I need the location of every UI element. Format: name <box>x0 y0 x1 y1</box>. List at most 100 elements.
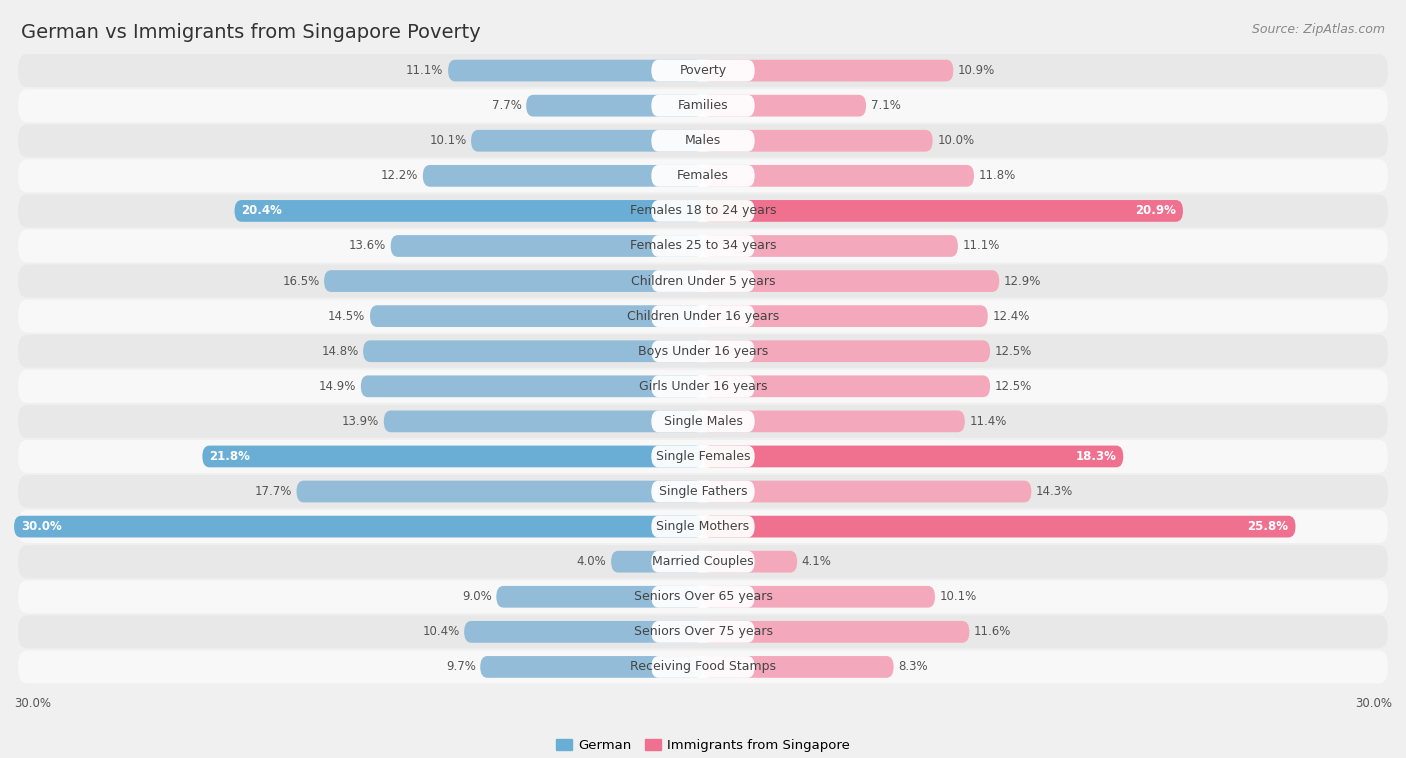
Text: 12.5%: 12.5% <box>994 380 1032 393</box>
Text: 30.0%: 30.0% <box>14 697 51 710</box>
Text: Boys Under 16 years: Boys Under 16 years <box>638 345 768 358</box>
Text: 7.1%: 7.1% <box>870 99 900 112</box>
Text: Poverty: Poverty <box>679 64 727 77</box>
Text: 9.0%: 9.0% <box>463 590 492 603</box>
FancyBboxPatch shape <box>18 545 1388 578</box>
FancyBboxPatch shape <box>18 475 1388 508</box>
FancyBboxPatch shape <box>703 586 935 608</box>
Text: Single Males: Single Males <box>664 415 742 428</box>
Text: 4.0%: 4.0% <box>576 555 606 568</box>
Text: 20.9%: 20.9% <box>1135 205 1175 218</box>
FancyBboxPatch shape <box>18 194 1388 227</box>
Text: Females 18 to 24 years: Females 18 to 24 years <box>630 205 776 218</box>
Text: 30.0%: 30.0% <box>21 520 62 533</box>
FancyBboxPatch shape <box>496 586 703 608</box>
Text: 11.4%: 11.4% <box>969 415 1007 428</box>
Text: 10.9%: 10.9% <box>957 64 995 77</box>
FancyBboxPatch shape <box>18 370 1388 402</box>
Text: Males: Males <box>685 134 721 147</box>
Text: 14.9%: 14.9% <box>319 380 356 393</box>
FancyBboxPatch shape <box>18 615 1388 648</box>
Text: 14.5%: 14.5% <box>328 309 366 323</box>
Text: 21.8%: 21.8% <box>209 450 250 463</box>
FancyBboxPatch shape <box>423 165 703 186</box>
FancyBboxPatch shape <box>18 159 1388 193</box>
FancyBboxPatch shape <box>651 446 755 468</box>
Text: Receiving Food Stamps: Receiving Food Stamps <box>630 660 776 673</box>
Text: Single Females: Single Females <box>655 450 751 463</box>
FancyBboxPatch shape <box>651 95 755 117</box>
Text: 12.2%: 12.2% <box>381 169 418 183</box>
Text: Single Fathers: Single Fathers <box>659 485 747 498</box>
FancyBboxPatch shape <box>18 650 1388 684</box>
FancyBboxPatch shape <box>325 270 703 292</box>
FancyBboxPatch shape <box>449 60 703 81</box>
FancyBboxPatch shape <box>703 165 974 186</box>
FancyBboxPatch shape <box>235 200 703 222</box>
Text: Girls Under 16 years: Girls Under 16 years <box>638 380 768 393</box>
Text: 30.0%: 30.0% <box>1355 697 1392 710</box>
FancyBboxPatch shape <box>703 411 965 432</box>
Text: Females 25 to 34 years: Females 25 to 34 years <box>630 240 776 252</box>
Text: 10.4%: 10.4% <box>422 625 460 638</box>
Text: 8.3%: 8.3% <box>898 660 928 673</box>
FancyBboxPatch shape <box>18 405 1388 438</box>
FancyBboxPatch shape <box>703 375 990 397</box>
FancyBboxPatch shape <box>384 411 703 432</box>
FancyBboxPatch shape <box>18 335 1388 368</box>
Text: 4.1%: 4.1% <box>801 555 831 568</box>
Text: 14.3%: 14.3% <box>1036 485 1073 498</box>
FancyBboxPatch shape <box>703 235 957 257</box>
FancyBboxPatch shape <box>202 446 703 468</box>
FancyBboxPatch shape <box>297 481 703 503</box>
FancyBboxPatch shape <box>651 270 755 292</box>
FancyBboxPatch shape <box>651 130 755 152</box>
FancyBboxPatch shape <box>651 411 755 432</box>
FancyBboxPatch shape <box>391 235 703 257</box>
Text: 25.8%: 25.8% <box>1247 520 1289 533</box>
FancyBboxPatch shape <box>18 510 1388 543</box>
FancyBboxPatch shape <box>481 656 703 678</box>
Text: Married Couples: Married Couples <box>652 555 754 568</box>
FancyBboxPatch shape <box>651 586 755 608</box>
Text: Source: ZipAtlas.com: Source: ZipAtlas.com <box>1251 23 1385 36</box>
FancyBboxPatch shape <box>464 621 703 643</box>
FancyBboxPatch shape <box>14 515 703 537</box>
FancyBboxPatch shape <box>703 130 932 152</box>
FancyBboxPatch shape <box>703 621 969 643</box>
FancyBboxPatch shape <box>703 481 1032 503</box>
FancyBboxPatch shape <box>471 130 703 152</box>
FancyBboxPatch shape <box>526 95 703 117</box>
Text: 12.4%: 12.4% <box>993 309 1029 323</box>
Text: Children Under 5 years: Children Under 5 years <box>631 274 775 287</box>
FancyBboxPatch shape <box>651 656 755 678</box>
Text: 13.6%: 13.6% <box>349 240 387 252</box>
FancyBboxPatch shape <box>703 551 797 572</box>
FancyBboxPatch shape <box>703 305 988 327</box>
Text: Females: Females <box>678 169 728 183</box>
FancyBboxPatch shape <box>703 446 1123 468</box>
FancyBboxPatch shape <box>370 305 703 327</box>
FancyBboxPatch shape <box>18 299 1388 333</box>
Text: Single Mothers: Single Mothers <box>657 520 749 533</box>
FancyBboxPatch shape <box>703 60 953 81</box>
Text: 11.8%: 11.8% <box>979 169 1015 183</box>
FancyBboxPatch shape <box>703 656 894 678</box>
Text: Children Under 16 years: Children Under 16 years <box>627 309 779 323</box>
FancyBboxPatch shape <box>651 621 755 643</box>
FancyBboxPatch shape <box>363 340 703 362</box>
FancyBboxPatch shape <box>361 375 703 397</box>
FancyBboxPatch shape <box>18 440 1388 473</box>
Text: Seniors Over 75 years: Seniors Over 75 years <box>634 625 772 638</box>
Text: 20.4%: 20.4% <box>242 205 283 218</box>
Text: 18.3%: 18.3% <box>1076 450 1116 463</box>
FancyBboxPatch shape <box>703 515 1295 537</box>
Text: 11.1%: 11.1% <box>406 64 443 77</box>
FancyBboxPatch shape <box>651 165 755 186</box>
Text: 12.5%: 12.5% <box>994 345 1032 358</box>
Text: 11.6%: 11.6% <box>974 625 1011 638</box>
Legend: German, Immigrants from Singapore: German, Immigrants from Singapore <box>555 739 851 752</box>
FancyBboxPatch shape <box>612 551 703 572</box>
FancyBboxPatch shape <box>651 551 755 572</box>
FancyBboxPatch shape <box>18 230 1388 262</box>
